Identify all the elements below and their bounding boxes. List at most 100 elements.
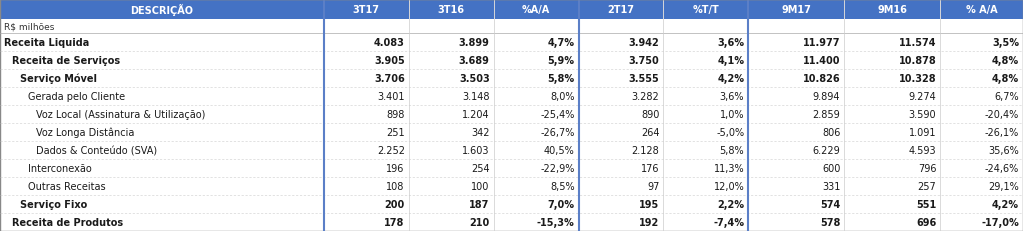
- Text: 200: 200: [385, 199, 405, 209]
- Text: -26,7%: -26,7%: [540, 128, 575, 137]
- Text: 5,8%: 5,8%: [547, 74, 575, 84]
- Bar: [0, 141, 1023, 159]
- Text: 890: 890: [641, 109, 660, 119]
- Text: 2T17: 2T17: [608, 5, 634, 15]
- Text: 342: 342: [472, 128, 490, 137]
- Text: 3.899: 3.899: [458, 38, 490, 48]
- Text: 9M16: 9M16: [878, 5, 907, 15]
- Text: -20,4%: -20,4%: [985, 109, 1019, 119]
- Bar: [0, 34, 1023, 52]
- Bar: [0, 106, 1023, 123]
- Bar: [0, 123, 1023, 141]
- Text: 10.328: 10.328: [899, 74, 936, 84]
- Text: 3.503: 3.503: [459, 74, 490, 84]
- Bar: [0, 177, 1023, 195]
- Text: 600: 600: [821, 163, 840, 173]
- Text: 29,1%: 29,1%: [988, 181, 1019, 191]
- Bar: [0, 70, 1023, 88]
- Text: Voz Longa Distância: Voz Longa Distância: [36, 127, 134, 138]
- Text: -17,0%: -17,0%: [981, 217, 1019, 227]
- Text: 108: 108: [387, 181, 405, 191]
- Text: 4,2%: 4,2%: [992, 199, 1019, 209]
- Text: 257: 257: [918, 181, 936, 191]
- Text: 9.274: 9.274: [908, 92, 936, 102]
- Text: 12,0%: 12,0%: [713, 181, 745, 191]
- Text: Receita de Serviços: Receita de Serviços: [12, 56, 120, 66]
- Text: 4,2%: 4,2%: [717, 74, 745, 84]
- Text: 187: 187: [470, 199, 490, 209]
- Text: Gerada pelo Cliente: Gerada pelo Cliente: [28, 92, 125, 102]
- Text: 11.400: 11.400: [803, 56, 840, 66]
- Text: 3T17: 3T17: [353, 5, 380, 15]
- Text: Interconexão: Interconexão: [28, 163, 92, 173]
- Text: 2.128: 2.128: [631, 145, 660, 155]
- Bar: [0, 159, 1023, 177]
- Text: %T/T: %T/T: [693, 5, 719, 15]
- Text: 796: 796: [918, 163, 936, 173]
- Text: Outras Receitas: Outras Receitas: [28, 181, 105, 191]
- Text: 3,5%: 3,5%: [992, 38, 1019, 48]
- Bar: [494, 0, 579, 20]
- Text: 192: 192: [639, 217, 660, 227]
- Bar: [0, 213, 1023, 231]
- Text: 3.590: 3.590: [908, 109, 936, 119]
- Text: 9M17: 9M17: [782, 5, 811, 15]
- Text: 551: 551: [917, 199, 936, 209]
- Text: 806: 806: [821, 128, 840, 137]
- Text: 8,0%: 8,0%: [550, 92, 575, 102]
- Bar: [0, 0, 324, 20]
- Text: 210: 210: [470, 217, 490, 227]
- Text: -7,4%: -7,4%: [713, 217, 745, 227]
- Bar: [0, 88, 1023, 106]
- Text: 8,5%: 8,5%: [550, 181, 575, 191]
- Text: 4,1%: 4,1%: [717, 56, 745, 66]
- Text: %A/A: %A/A: [522, 5, 550, 15]
- Bar: [324, 0, 409, 20]
- Text: 97: 97: [647, 181, 660, 191]
- Text: -5,0%: -5,0%: [716, 128, 745, 137]
- Text: 1.603: 1.603: [462, 145, 490, 155]
- Text: 6.229: 6.229: [812, 145, 840, 155]
- Text: 3.148: 3.148: [462, 92, 490, 102]
- Text: 5,9%: 5,9%: [547, 56, 575, 66]
- Text: Serviço Fixo: Serviço Fixo: [20, 199, 87, 209]
- Text: 5,8%: 5,8%: [719, 145, 745, 155]
- Bar: [663, 0, 748, 20]
- Text: 11,3%: 11,3%: [714, 163, 745, 173]
- Text: 6,7%: 6,7%: [994, 92, 1019, 102]
- Text: 3.706: 3.706: [374, 74, 405, 84]
- Bar: [0, 52, 1023, 70]
- Bar: [748, 0, 844, 20]
- Text: 3.750: 3.750: [629, 56, 660, 66]
- Bar: [0, 195, 1023, 213]
- Text: 4.593: 4.593: [908, 145, 936, 155]
- Text: 176: 176: [640, 163, 660, 173]
- Text: 3.555: 3.555: [629, 74, 660, 84]
- Text: 35,6%: 35,6%: [988, 145, 1019, 155]
- Text: Serviço Móvel: Serviço Móvel: [20, 73, 97, 84]
- Text: 1.204: 1.204: [462, 109, 490, 119]
- Text: 3.905: 3.905: [374, 56, 405, 66]
- Text: 3.401: 3.401: [377, 92, 405, 102]
- Bar: [409, 0, 494, 20]
- Text: 3,6%: 3,6%: [717, 38, 745, 48]
- Text: 574: 574: [820, 199, 840, 209]
- Text: -25,4%: -25,4%: [540, 109, 575, 119]
- Text: 1.091: 1.091: [908, 128, 936, 137]
- Text: 1,0%: 1,0%: [720, 109, 745, 119]
- Text: Receita de Produtos: Receita de Produtos: [12, 217, 123, 227]
- Bar: [940, 0, 1023, 20]
- Text: 100: 100: [472, 181, 490, 191]
- Text: 2,2%: 2,2%: [717, 199, 745, 209]
- Text: R$ milhões: R$ milhões: [4, 22, 54, 31]
- Text: 578: 578: [820, 217, 840, 227]
- Text: 2.252: 2.252: [376, 145, 405, 155]
- Text: 4,8%: 4,8%: [992, 56, 1019, 66]
- Bar: [579, 0, 663, 20]
- Text: 696: 696: [917, 217, 936, 227]
- Text: 11.977: 11.977: [803, 38, 840, 48]
- Text: 11.574: 11.574: [899, 38, 936, 48]
- Text: 40,5%: 40,5%: [544, 145, 575, 155]
- Text: 3T16: 3T16: [438, 5, 464, 15]
- Text: 178: 178: [385, 217, 405, 227]
